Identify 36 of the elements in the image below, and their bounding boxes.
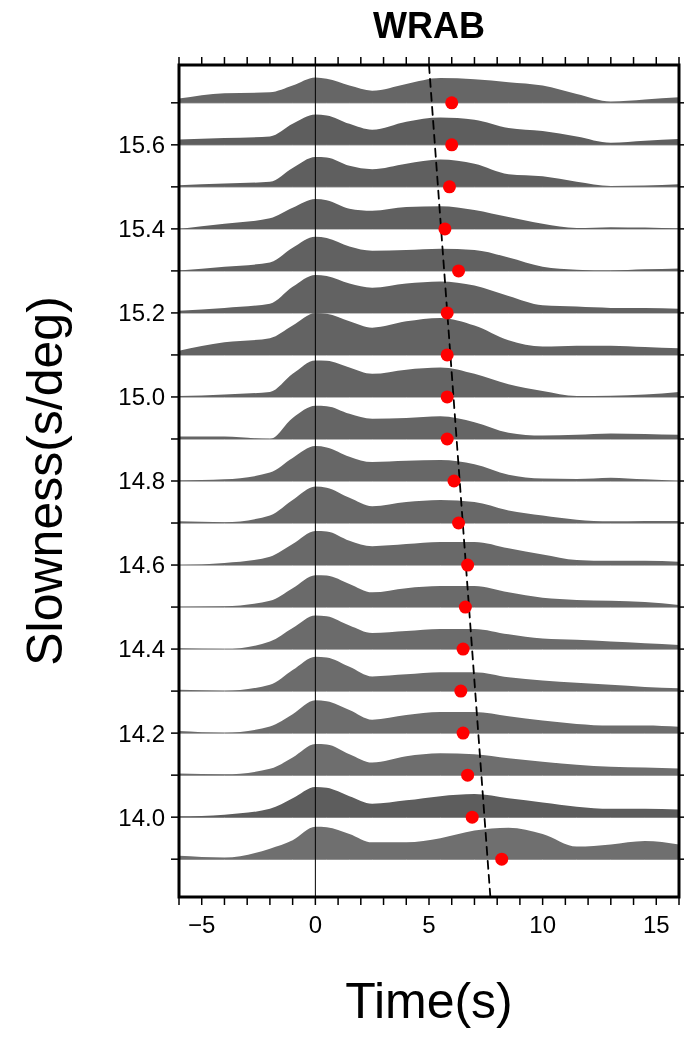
point	[438, 222, 452, 236]
point	[440, 348, 454, 362]
y-tick-label: 15.6	[118, 131, 165, 159]
y-tick-label: 14.0	[118, 803, 165, 831]
x-tick-label: −5	[188, 911, 216, 938]
point	[456, 642, 470, 656]
point	[456, 726, 470, 740]
y-tick-label: 14.8	[118, 467, 165, 495]
point	[454, 684, 468, 698]
chart-title: WRAB	[373, 5, 485, 46]
x-tick-label: 0	[308, 911, 323, 938]
y-tick-label: 15.4	[118, 215, 165, 243]
y-tick-label: 15.0	[118, 383, 165, 411]
x-axis-title: Time(s)	[345, 973, 513, 1029]
x-tick-label: 10	[529, 911, 556, 938]
point	[445, 138, 459, 152]
x-tick-label: 5	[422, 911, 436, 938]
y-tick-label: 14.2	[118, 719, 165, 747]
point	[442, 180, 456, 194]
point	[461, 558, 475, 572]
point	[452, 516, 466, 530]
point	[445, 96, 459, 110]
point	[461, 768, 475, 782]
point	[440, 306, 454, 320]
y-tick-label: 15.2	[118, 299, 165, 327]
x-tick-label: 15	[642, 911, 670, 938]
point	[440, 432, 454, 446]
point	[452, 264, 466, 278]
y-tick-label: 14.6	[118, 551, 165, 579]
point	[458, 600, 472, 614]
y-axis-title: Slowness(s/deg)	[17, 296, 73, 666]
point	[447, 474, 461, 488]
point	[465, 810, 479, 824]
point	[440, 390, 454, 404]
point	[495, 852, 509, 866]
y-tick-label: 14.4	[118, 635, 165, 663]
